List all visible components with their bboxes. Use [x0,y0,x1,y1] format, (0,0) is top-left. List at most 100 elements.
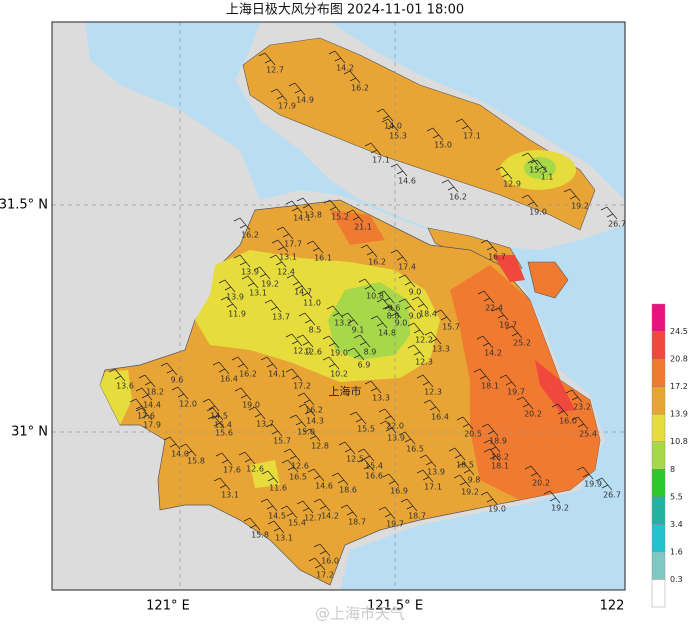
wind-barb [313,543,331,557]
wind-barb [160,362,178,376]
wind-barb [473,368,491,382]
station-value: 19.2 [261,280,279,289]
wind-barb [233,217,251,231]
wind-barb [441,179,459,193]
wind-barb [260,498,278,512]
station-value: 19.2 [461,488,479,497]
station-value: 6.9 [358,361,371,370]
wind-barb [207,415,225,429]
wind-barb [600,206,618,220]
wind-barb [481,423,499,437]
legend-tick-label: 3.4 [670,520,683,529]
station-value: 22.0 [386,422,404,431]
legend-swatch [651,303,666,332]
wind-barb [248,406,266,420]
station-value: 15.4 [288,519,306,528]
wind-barb [258,52,276,66]
wind-barb [322,356,340,370]
station-value: 9.6 [171,376,184,385]
station-value: 9.8 [468,476,481,485]
stations: 12.7 14.216.214.917.914.015.3 17.115.017.1… [108,50,626,580]
wind-barb [364,380,382,394]
wind-barb [407,344,425,358]
legend-swatch [651,579,666,608]
wind-barb [455,118,473,132]
station-value: 23.2 [573,403,591,412]
station-value: 25.2 [513,339,531,348]
legend-tick-label: 5.5 [670,492,683,501]
wind-barb [303,428,321,442]
wind-barb [357,448,375,462]
wind-barb [260,356,278,370]
wind-barb [261,470,279,484]
station-value: 9.1 [352,326,365,335]
station-value: 15.7 [442,323,460,332]
station-value: 15.4 [365,462,383,471]
red-zone [535,360,575,412]
legend-tick-label: 10.8 [670,437,688,446]
wind-barb [357,458,375,472]
station-value: 17.1 [424,483,442,492]
station-value: 16.1 [314,254,332,263]
station-value: 12.4 [277,268,295,277]
station-value: 11.0 [303,299,321,308]
wind-barb [135,387,153,401]
station-value: 16.0 [559,417,577,426]
graticule [52,22,625,590]
station-value: 13.1 [221,491,239,500]
wind-barb [499,374,517,388]
station-value: 12.6 [291,462,309,471]
station-value: 12.6 [246,465,264,474]
wind-barb [353,334,371,348]
station-value: 18.1 [481,382,499,391]
wind-barb [238,451,256,465]
station-value: 17.9 [278,102,296,111]
station-value: 8.9 [364,348,377,357]
map-frame [51,21,626,591]
wind-barb [491,307,509,321]
wind-barb [220,296,238,310]
wind-barb [323,199,341,213]
y-axis-label: 31° N [11,425,48,440]
station-value: 17.4 [398,263,416,272]
station-value: 14.0 [171,450,189,459]
wind-barb [456,416,474,430]
station-value: 14.2 [336,64,354,73]
wind-barb [264,299,282,313]
station-value: 12.0 [179,400,197,409]
wind-barb [524,465,542,479]
wind-barb [281,459,299,473]
station-value: 12.0 [293,347,311,356]
legend-swatch [651,441,666,470]
station-value: 17.2 [316,571,334,580]
station-value: 16.2 [449,193,467,202]
station-value: 13.9 [226,293,244,302]
frame-border [51,21,626,591]
wind-barb [419,454,437,468]
wind-barb [233,254,251,268]
station-value: 14.6 [315,482,333,491]
wind-barb [543,490,561,504]
legend-tick-label: 17.2 [670,382,688,391]
color-legend: 24.5 20.8 17.2 13.9 10.8 8 5.5 3.4 1.6 0.3 [651,303,688,608]
legend-tick-label: 13.9 [670,410,688,419]
legend-swatch [651,413,666,442]
station-value: 19.7 [507,388,525,397]
station-value: 13.7 [256,420,274,429]
wind-barb [328,50,346,64]
station-value: 13.1 [275,534,293,543]
wind-barb [306,240,324,254]
wind-barb [434,309,452,323]
wind-barb [358,278,376,292]
wind-barb [343,70,361,84]
legend-tick-label: 8 [670,465,675,474]
station-value: 12.6 [304,348,322,357]
station-value: 15.4 [214,421,232,430]
station-value: 16.2 [241,231,259,240]
yellow-zone [250,460,280,488]
station-value: 18.6 [339,486,357,495]
station-value: 13.3 [372,394,390,403]
wind-barb [267,520,285,534]
station-value: 9.0 [409,312,422,321]
wind-barb [270,88,288,102]
